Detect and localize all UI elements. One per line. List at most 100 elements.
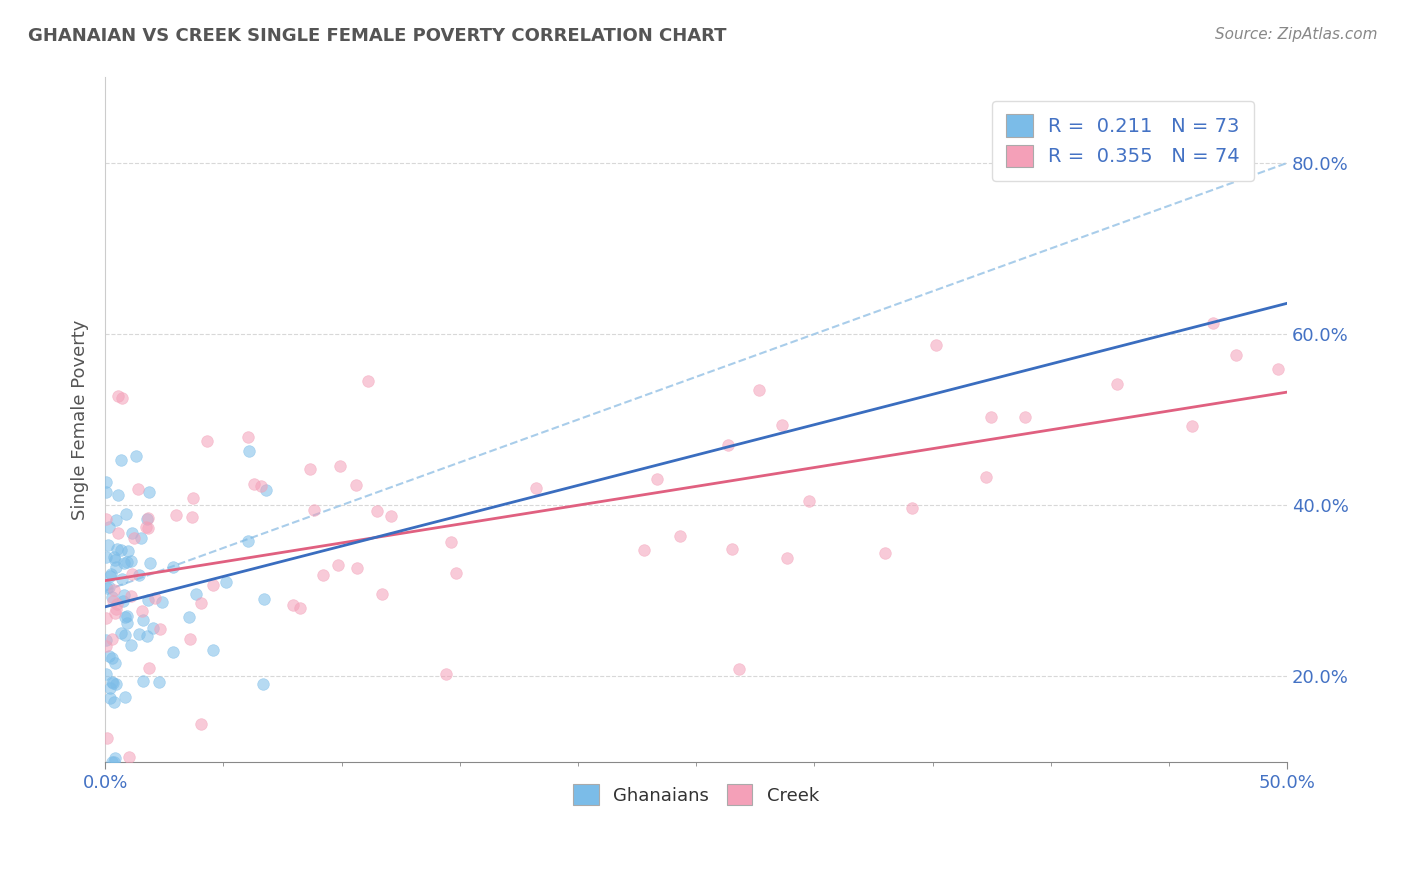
Point <box>114 690 136 705</box>
Point <box>129 531 152 545</box>
Point <box>254 483 277 497</box>
Point <box>1225 348 1247 362</box>
Point <box>371 587 394 601</box>
Point <box>770 417 793 432</box>
Point <box>444 566 467 580</box>
Point <box>136 521 159 535</box>
Point <box>100 567 122 582</box>
Point <box>924 338 946 352</box>
Y-axis label: Single Female Poverty: Single Female Poverty <box>72 319 89 520</box>
Point <box>97 580 120 594</box>
Point <box>236 429 259 443</box>
Point <box>96 511 118 525</box>
Point <box>252 676 274 690</box>
Point <box>329 458 352 473</box>
Point <box>104 751 127 765</box>
Point <box>143 591 166 606</box>
Point <box>162 645 184 659</box>
Text: Source: ZipAtlas.com: Source: ZipAtlas.com <box>1215 27 1378 42</box>
Point <box>201 642 224 657</box>
Point <box>103 755 125 769</box>
Point <box>101 675 124 690</box>
Point <box>96 667 118 681</box>
Point <box>124 531 146 545</box>
Point <box>100 590 122 604</box>
Point <box>302 502 325 516</box>
Point <box>728 662 751 676</box>
Point <box>118 749 141 764</box>
Point <box>717 438 740 452</box>
Point <box>974 470 997 484</box>
Point <box>440 535 463 549</box>
Point <box>114 628 136 642</box>
Point <box>179 610 201 624</box>
Point <box>1267 362 1289 376</box>
Text: GHANAIAN VS CREEK SINGLE FEMALE POVERTY CORRELATION CHART: GHANAIAN VS CREEK SINGLE FEMALE POVERTY … <box>28 27 727 45</box>
Point <box>107 525 129 540</box>
Point <box>104 606 127 620</box>
Point <box>202 578 225 592</box>
Point <box>357 374 380 388</box>
Point <box>647 472 669 486</box>
Point <box>112 589 135 603</box>
Point <box>181 491 204 505</box>
Point <box>110 572 132 586</box>
Point <box>103 676 125 690</box>
Point <box>128 626 150 640</box>
Point <box>136 512 159 526</box>
Point <box>96 731 118 745</box>
Point <box>103 582 125 597</box>
Point <box>980 410 1002 425</box>
Point <box>162 559 184 574</box>
Point <box>1181 418 1204 433</box>
Point <box>105 542 128 557</box>
Point <box>326 558 349 573</box>
Point <box>97 520 120 534</box>
Point <box>97 538 120 552</box>
Point <box>105 597 128 611</box>
Point <box>127 483 149 497</box>
Point <box>104 552 127 566</box>
Point <box>149 623 172 637</box>
Point <box>184 587 207 601</box>
Point <box>111 392 134 406</box>
Point <box>150 595 173 609</box>
Point <box>142 621 165 635</box>
Point <box>105 677 128 691</box>
Point <box>96 640 118 654</box>
Point <box>190 717 212 731</box>
Point <box>138 661 160 675</box>
Point <box>242 476 264 491</box>
Point <box>101 594 124 608</box>
Point <box>253 591 276 606</box>
Point <box>1105 376 1128 391</box>
Point <box>96 475 118 489</box>
Point <box>136 592 159 607</box>
Point <box>104 512 127 526</box>
Point <box>120 638 142 652</box>
Point <box>135 520 157 534</box>
Point <box>97 649 120 664</box>
Point <box>103 549 125 564</box>
Point <box>344 477 367 491</box>
Point <box>900 500 922 515</box>
Point <box>179 632 201 647</box>
Point <box>721 542 744 557</box>
Point <box>312 567 335 582</box>
Point <box>215 574 238 589</box>
Point <box>875 546 897 560</box>
Point <box>138 485 160 500</box>
Point <box>238 533 260 548</box>
Point <box>110 625 132 640</box>
Point <box>121 526 143 541</box>
Legend: Ghanaians, Creek: Ghanaians, Creek <box>564 775 828 814</box>
Point <box>346 561 368 575</box>
Point <box>298 462 321 476</box>
Point <box>181 509 204 524</box>
Point <box>107 488 129 502</box>
Point <box>128 568 150 582</box>
Point <box>115 555 138 569</box>
Point <box>101 755 124 769</box>
Point <box>748 383 770 397</box>
Point <box>96 484 118 499</box>
